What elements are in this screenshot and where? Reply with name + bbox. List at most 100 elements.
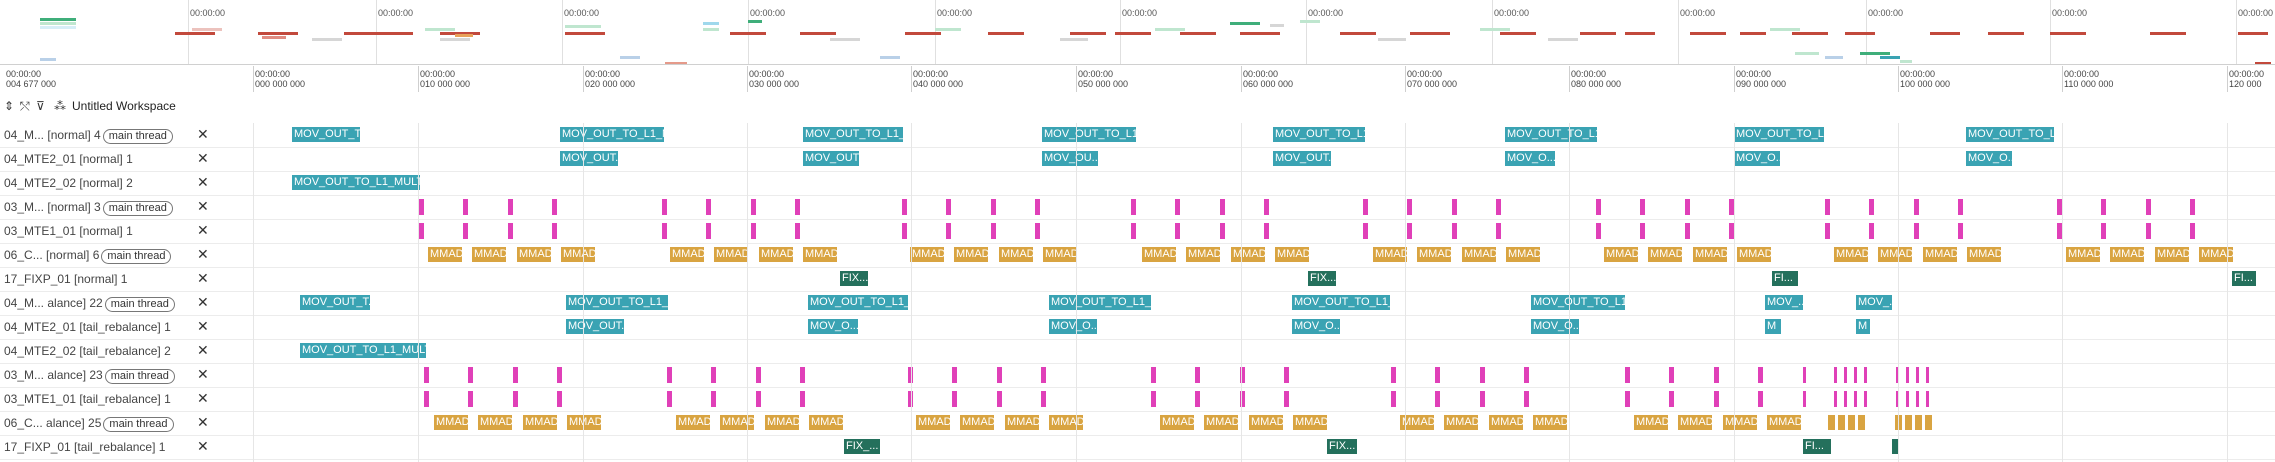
mmad-event[interactable]: MMAD: [916, 415, 950, 430]
fixp-event[interactable]: FI...: [1772, 271, 1798, 286]
mmad-event[interactable]: MMAD: [523, 415, 557, 430]
mmad-event[interactable]: [1925, 415, 1932, 430]
mmad-event[interactable]: MMAD: [1723, 415, 1757, 430]
kernel-event[interactable]: [1906, 367, 1909, 383]
kernel-event[interactable]: [908, 391, 913, 407]
kernel-event[interactable]: [1844, 367, 1847, 383]
kernel-event[interactable]: [2101, 199, 2106, 215]
mmad-event[interactable]: MMAD: [517, 247, 551, 262]
track-label[interactable]: 03_M... alance] 23 main thread: [4, 368, 175, 384]
kernel-event[interactable]: [1131, 223, 1136, 239]
mmad-event[interactable]: MMAD: [765, 415, 799, 430]
kernel-event[interactable]: [1854, 391, 1857, 407]
kernel-event[interactable]: [751, 223, 756, 239]
close-icon[interactable]: ✕: [197, 390, 209, 406]
mmad-event[interactable]: MMAD: [1417, 247, 1451, 262]
kernel-event[interactable]: [1524, 391, 1529, 407]
mmad-event[interactable]: MMAD: [1275, 247, 1309, 262]
kernel-event[interactable]: [908, 367, 913, 383]
kernel-event[interactable]: [1896, 391, 1899, 407]
track-label[interactable]: 17_FIXP_01 [normal] 1: [4, 272, 128, 286]
fixp-event[interactable]: [1892, 439, 1898, 454]
mmad-event[interactable]: MMAD: [960, 415, 994, 430]
mmad-event[interactable]: MMAD: [478, 415, 512, 430]
mmad-event[interactable]: MMAD: [434, 415, 468, 430]
kernel-event[interactable]: [2057, 199, 2062, 215]
kernel-event[interactable]: [800, 367, 805, 383]
sort-icon[interactable]: ⇕: [4, 99, 15, 113]
mov-event[interactable]: MOV_OUT...: [560, 151, 618, 166]
mmad-event[interactable]: MMAD: [676, 415, 710, 430]
track-label[interactable]: 04_M... [normal] 4 main thread: [4, 128, 173, 144]
timeline-overview[interactable]: 00:00:00 00:00:00 00:00:00 00:00:00 00:00:00…: [0, 0, 2275, 65]
fixp-event[interactable]: FIX...: [1308, 271, 1336, 286]
mov-event[interactable]: MOV_OUT_TO_L1_...: [1531, 295, 1625, 310]
kernel-event[interactable]: [800, 391, 805, 407]
mmad-event[interactable]: MMAD: [1737, 247, 1771, 262]
mov-event[interactable]: MOV_O...: [1531, 319, 1579, 334]
mmad-event[interactable]: MMAD: [428, 247, 462, 262]
kernel-event[interactable]: [557, 391, 562, 407]
kernel-event[interactable]: [424, 391, 429, 407]
kernel-event[interactable]: [1916, 367, 1919, 383]
workspace-title[interactable]: Untitled Workspace: [72, 99, 176, 113]
kernel-event[interactable]: [2101, 223, 2106, 239]
track-label[interactable]: 04_MTE2_02 [tail_rebalance] 2: [4, 344, 171, 358]
kernel-event[interactable]: [1596, 199, 1601, 215]
kernel-event[interactable]: [1869, 223, 1874, 239]
track-label[interactable]: 03_MTE1_01 [tail_rebalance] 1: [4, 392, 171, 406]
mmad-event[interactable]: MMAD: [472, 247, 506, 262]
fixp-event[interactable]: FI...: [2232, 271, 2256, 286]
mmad-event[interactable]: MMAD: [809, 415, 843, 430]
kernel-event[interactable]: [1896, 367, 1899, 383]
mmad-event[interactable]: MMAD: [1373, 247, 1407, 262]
kernel-event[interactable]: [508, 223, 513, 239]
kernel-event[interactable]: [1363, 199, 1368, 215]
kernel-event[interactable]: [513, 367, 518, 383]
kernel-event[interactable]: [1195, 367, 1200, 383]
kernel-event[interactable]: [751, 199, 756, 215]
kernel-event[interactable]: [952, 367, 957, 383]
kernel-event[interactable]: [2190, 223, 2195, 239]
kernel-event[interactable]: [1685, 223, 1690, 239]
kernel-event[interactable]: [1407, 199, 1412, 215]
kernel-event[interactable]: [1669, 367, 1674, 383]
mmad-event[interactable]: MMAD: [1634, 415, 1668, 430]
kernel-event[interactable]: [1151, 391, 1156, 407]
filter-icon[interactable]: ⊽: [36, 99, 45, 113]
kernel-event[interactable]: [424, 367, 429, 383]
mmad-event[interactable]: MMAD: [2110, 247, 2144, 262]
mov-event[interactable]: M: [1856, 319, 1870, 334]
track-label[interactable]: 06_C... alance] 25 main thread: [4, 416, 174, 432]
mov-event[interactable]: MOV_O...: [1049, 319, 1097, 334]
kernel-event[interactable]: [1758, 367, 1763, 383]
kernel-event[interactable]: [997, 367, 1002, 383]
kernel-event[interactable]: [1926, 367, 1929, 383]
kernel-event[interactable]: [756, 367, 761, 383]
kernel-event[interactable]: [1864, 391, 1867, 407]
mov-event[interactable]: MOV_OU...: [1042, 151, 1098, 166]
track-label[interactable]: 04_MTE2_01 [tail_rebalance] 1: [4, 320, 171, 334]
mov-event[interactable]: M: [1765, 319, 1781, 334]
mmad-event[interactable]: [1915, 415, 1922, 430]
mmad-event[interactable]: [1905, 415, 1912, 430]
mmad-event[interactable]: MMAD: [2066, 247, 2100, 262]
kernel-event[interactable]: [1220, 223, 1225, 239]
close-icon[interactable]: ✕: [197, 438, 209, 454]
kernel-event[interactable]: [468, 391, 473, 407]
kernel-event[interactable]: [711, 367, 716, 383]
fixp-event[interactable]: FI...: [1803, 439, 1831, 454]
pin-icon[interactable]: ⤲: [20, 99, 30, 113]
kernel-event[interactable]: [1625, 367, 1630, 383]
close-icon[interactable]: ✕: [197, 318, 209, 334]
mov-event[interactable]: MOV_O...: [1966, 151, 2012, 166]
mmad-event[interactable]: MMAD: [1293, 415, 1327, 430]
mmad-event[interactable]: [1848, 415, 1855, 430]
kernel-event[interactable]: [1844, 391, 1847, 407]
close-icon[interactable]: ✕: [197, 270, 209, 286]
kernel-event[interactable]: [952, 391, 957, 407]
kernel-event[interactable]: [1864, 367, 1867, 383]
kernel-event[interactable]: [795, 223, 800, 239]
kernel-event[interactable]: [463, 199, 468, 215]
close-icon[interactable]: ✕: [197, 198, 209, 214]
